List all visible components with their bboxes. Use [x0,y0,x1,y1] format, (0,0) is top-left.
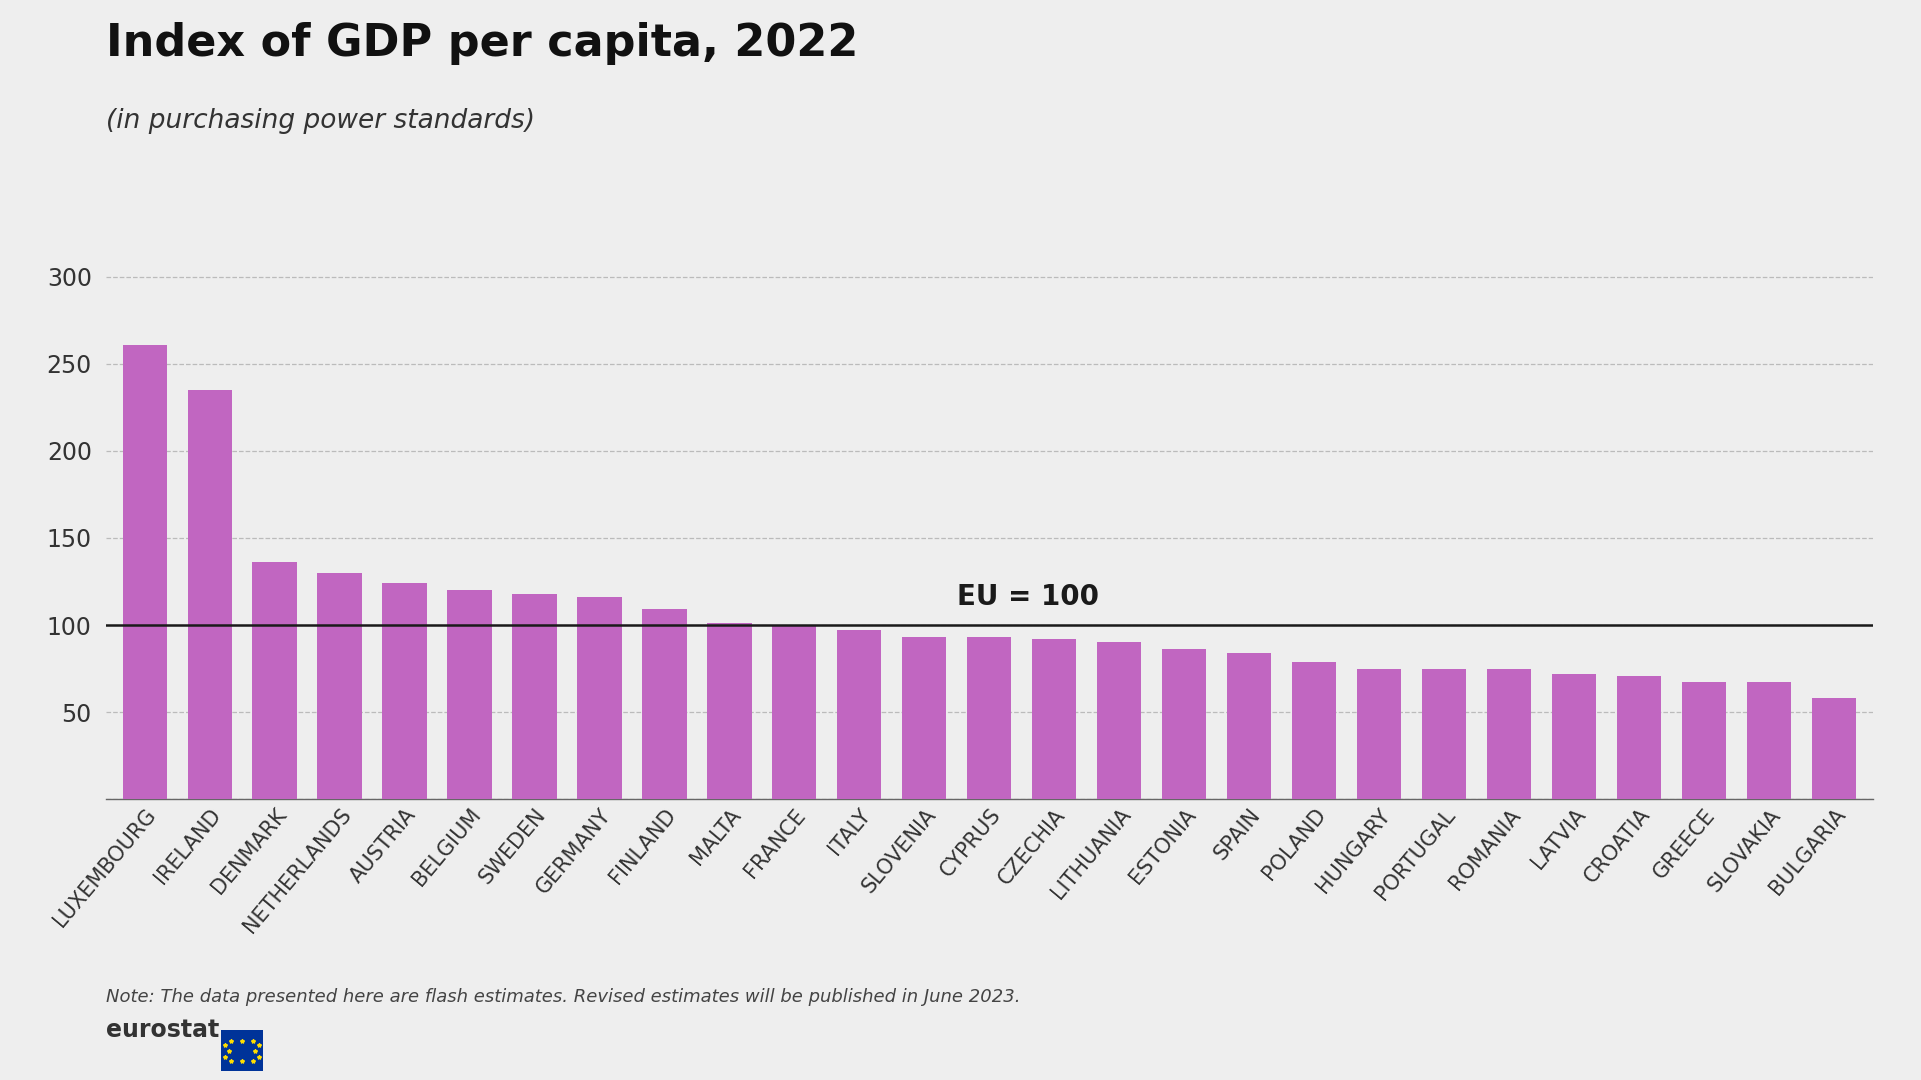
Bar [1746,683,1790,799]
Bar [317,572,361,799]
Bar [448,590,492,799]
Bar [1812,698,1856,799]
Bar [1032,639,1076,799]
Bar [1097,643,1141,799]
Bar [1617,675,1662,799]
Text: Index of GDP per capita, 2022: Index of GDP per capita, 2022 [106,22,859,65]
Text: eurostat: eurostat [106,1018,219,1042]
Bar [772,625,816,799]
Bar [642,609,686,799]
Text: EU = 100: EU = 100 [957,583,1099,611]
Bar [838,631,882,799]
Bar [1162,649,1206,799]
Bar [382,583,426,799]
Bar [1487,669,1531,799]
Bar [252,563,296,799]
Bar [1356,669,1400,799]
Bar [903,637,947,799]
Bar [513,594,557,799]
Bar [1293,662,1337,799]
Bar [1228,653,1272,799]
Bar [578,597,622,799]
Text: Note: The data presented here are flash estimates. Revised estimates will be pub: Note: The data presented here are flash … [106,988,1020,1007]
Bar [1422,669,1466,799]
Bar [123,345,167,799]
Bar [1683,683,1727,799]
Bar [707,623,751,799]
Bar [188,390,232,799]
Bar [1552,674,1596,799]
Bar [966,637,1010,799]
Text: (in purchasing power standards): (in purchasing power standards) [106,108,534,134]
